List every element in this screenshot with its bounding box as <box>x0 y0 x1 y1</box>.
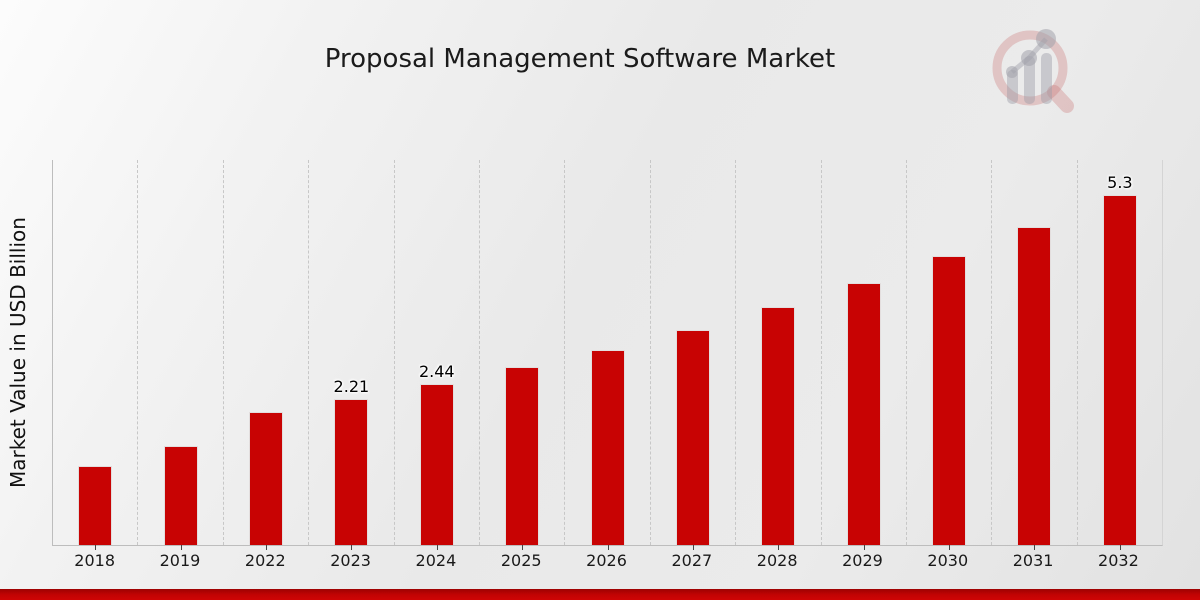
bar-2028 <box>761 307 796 545</box>
bar-slot-2031 <box>991 160 1076 550</box>
bar-2024 <box>419 384 454 545</box>
bar-slot-2026 <box>564 160 649 550</box>
bar-2026 <box>590 350 625 545</box>
bar-slot-2027 <box>649 160 735 550</box>
x-axis-tick-label-2018: 2018 <box>74 551 116 570</box>
x-axis-tick-label-2030: 2030 <box>927 551 969 570</box>
bar-slot-2022 <box>222 160 308 550</box>
x-axis-tick-label-2032: 2032 <box>1098 551 1139 570</box>
x-axis-tick <box>95 545 97 550</box>
x-axis-tick-label-2022: 2022 <box>244 551 286 570</box>
bar-2029 <box>846 283 881 545</box>
bar-2019 <box>163 446 198 545</box>
bar-2025 <box>505 367 540 545</box>
x-axis-tick <box>778 545 780 550</box>
bar-2022 <box>248 412 283 545</box>
x-axis-tick-label-2025: 2025 <box>500 551 542 570</box>
bar-2018 <box>78 466 113 545</box>
bar-slot-2025 <box>478 160 564 550</box>
bar-2027 <box>675 330 710 545</box>
x-axis-tick-label-2027: 2027 <box>671 551 713 570</box>
bar-slot-2019 <box>137 160 222 550</box>
x-axis-tick-label-2031: 2031 <box>1012 551 1054 570</box>
bar-value-label-2032: 5.3 <box>1107 173 1133 192</box>
bar-value-label-2024: 2.44 <box>418 362 455 381</box>
bar-2030 <box>932 256 967 545</box>
bar-slot-2023: 2.21 <box>308 160 393 550</box>
bar-slot-2029 <box>820 160 906 550</box>
bar-value-label-2023: 2.21 <box>333 377 370 396</box>
x-axis-tick-label-2023: 2023 <box>330 551 371 570</box>
x-axis-tick-label-2029: 2029 <box>842 551 883 570</box>
chart-title: Proposal Management Software Market <box>324 44 836 74</box>
y-axis-label: Market Value in USD Billion <box>6 217 30 488</box>
bar-slot-2024: 2.44 <box>393 160 479 550</box>
x-axis-tick <box>1034 545 1036 550</box>
x-axis-tick <box>265 545 267 550</box>
x-axis-tick <box>180 545 182 550</box>
x-axis-labels-row: 2018 2019 2022 2023 2024 2025 2026 2027 2028 2029… <box>52 551 1161 570</box>
x-axis-tick <box>949 545 951 550</box>
x-axis-tick-label-2026: 2026 <box>586 551 627 570</box>
footer-red-strip <box>0 589 1200 600</box>
x-axis-tick <box>607 545 609 550</box>
bar-2031 <box>1017 227 1052 545</box>
bar-slot-2032: 5.3 <box>1076 160 1162 550</box>
bar-2032 <box>1102 195 1137 545</box>
x-axis-tick <box>692 545 694 550</box>
x-axis-tick <box>863 545 865 550</box>
x-axis-tick-label-2024: 2024 <box>415 551 457 570</box>
bar-2023 <box>334 399 369 545</box>
x-axis-tick <box>522 545 524 550</box>
x-axis-tick <box>1119 545 1121 550</box>
x-axis-tick <box>436 545 438 550</box>
bar-slot-2028 <box>735 160 820 550</box>
x-axis-tick-label-2028: 2028 <box>756 551 798 570</box>
x-axis-tick-label-2019: 2019 <box>159 551 201 570</box>
bar-slot-2018 <box>53 160 137 550</box>
magnifier-growth-chart-logo-icon <box>992 29 1074 113</box>
plot-area: 2.21 2.44 5.3 <box>52 160 1163 550</box>
x-axis-tick <box>351 545 353 550</box>
bar-slot-2030 <box>905 160 991 550</box>
